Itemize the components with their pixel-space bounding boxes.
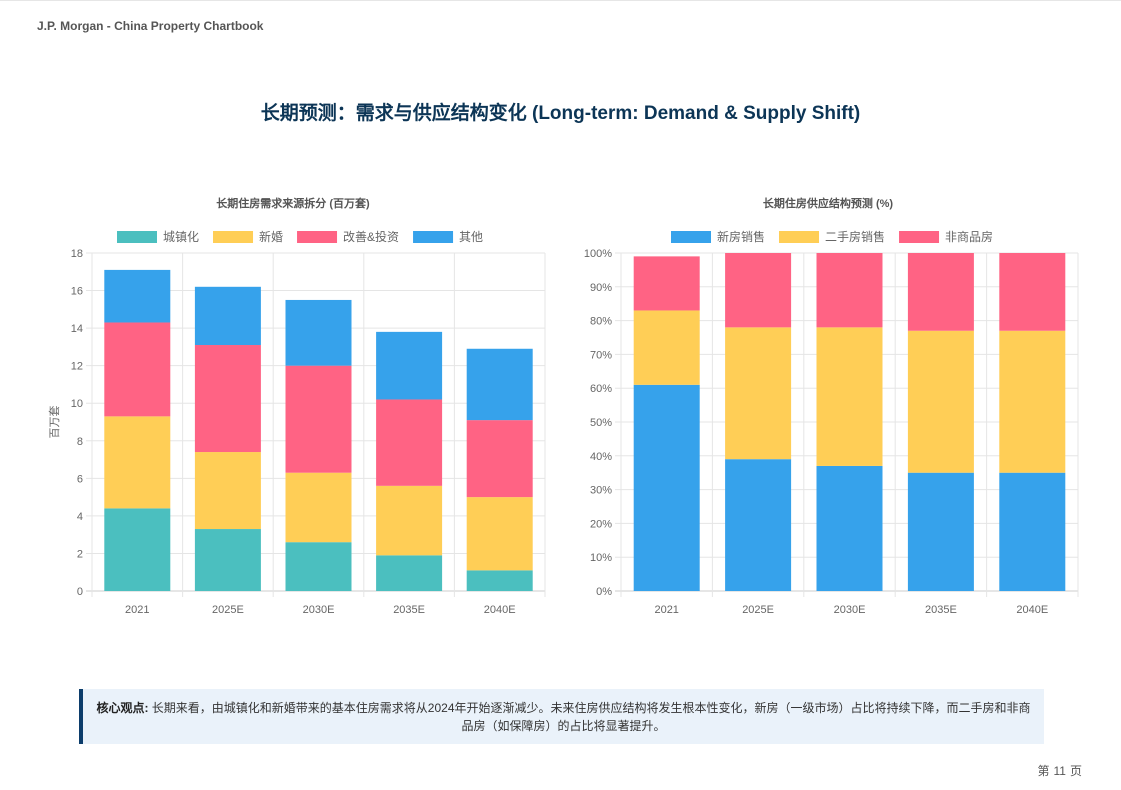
legend-swatch-0	[117, 231, 157, 243]
legend-label-1: 新婚	[259, 229, 283, 244]
x-tick-label: 2040E	[484, 604, 516, 616]
bar-3-2021	[104, 269, 171, 323]
bar-1-2025E	[725, 327, 792, 460]
header-brand: J.P. Morgan - China Property Chartbook	[37, 19, 264, 33]
bar-3-2025E	[194, 286, 261, 346]
y-tick-label: 6	[77, 473, 83, 485]
y-tick-label: 14	[71, 323, 83, 335]
legend-swatch-2	[297, 231, 338, 243]
bar-3-2030E	[285, 299, 352, 366]
x-tick-label: 2025E	[742, 604, 774, 616]
chart-title: 长期住房供应结构预测 (%)	[763, 196, 893, 210]
x-tick-label: 2025E	[212, 604, 244, 616]
legend-label-0: 城镇化	[163, 230, 199, 244]
bar-1-2040E	[466, 497, 533, 571]
bar-3-2035E	[376, 331, 443, 400]
y-tick-label: 80%	[590, 316, 612, 328]
supply-chart: 长期住房供应结构预测 (%) 新房销售 二手房销售 非商品房 0% 10% 20% 30% 40…	[560, 190, 1121, 630]
bar-2-2025E	[194, 345, 261, 453]
legend-swatch-0	[671, 231, 711, 243]
page-number-value: 11	[1053, 764, 1066, 778]
y-tick-label: 20%	[590, 518, 612, 530]
y-tick-label: 2	[77, 548, 83, 560]
bar-2-2025E	[725, 253, 792, 328]
y-tick-label: 90%	[590, 282, 612, 294]
bar-2-2030E	[285, 365, 352, 473]
y-axis-label: 百万套	[48, 406, 61, 439]
bar-2-2040E	[466, 420, 533, 498]
legend-label-3: 其他	[459, 230, 483, 244]
legend-swatch-1	[779, 231, 820, 243]
top-divider	[0, 0, 1121, 1]
chart-title: 长期住房需求来源拆分 (百万套)	[216, 196, 370, 210]
y-tick-label: 8	[77, 436, 83, 448]
x-tick-label: 2021	[654, 604, 678, 616]
bar-0-2035E	[907, 472, 974, 591]
bar-1-2035E	[907, 330, 974, 473]
legend-label-2: 非商品房	[945, 229, 993, 244]
page-title: 长期预测：需求与供应结构变化 (Long-term: Demand & Supp…	[260, 103, 861, 124]
bar-2-2040E	[999, 253, 1066, 331]
legend-swatch-1	[213, 231, 254, 243]
page-number-prefix: 第	[1037, 764, 1050, 778]
bar-1-2025E	[194, 452, 261, 530]
bar-1-2040E	[999, 330, 1066, 473]
page-number-suffix: 页	[1069, 764, 1082, 778]
bar-2-2021	[104, 322, 171, 417]
x-tick-label: 2040E	[1016, 604, 1048, 616]
y-tick-label: 50%	[590, 417, 612, 429]
bar-0-2040E	[466, 570, 533, 591]
bar-1-2035E	[376, 485, 443, 556]
y-tick-label: 18	[71, 248, 83, 260]
legend-label-2: 改善&投资	[343, 229, 399, 244]
bar-1-2030E	[816, 327, 883, 466]
bar-0-2025E	[194, 529, 261, 591]
bar-0-2025E	[725, 459, 792, 591]
legend-label-0: 新房销售	[717, 229, 765, 244]
bar-0-2021	[633, 384, 700, 591]
bar-3-2040E	[466, 348, 533, 421]
y-tick-label: 40%	[590, 451, 612, 463]
bar-0-2030E	[285, 542, 352, 591]
y-tick-label: 70%	[590, 349, 612, 361]
bar-1-2021	[104, 416, 171, 509]
y-tick-label: 16	[71, 286, 83, 298]
y-tick-label: 60%	[590, 383, 612, 395]
y-tick-label: 0%	[596, 586, 612, 598]
y-tick-label: 10%	[590, 552, 612, 564]
callout-label: 核心观点:	[96, 701, 149, 715]
x-tick-label: 2035E	[393, 604, 425, 616]
bar-2-2030E	[816, 253, 883, 328]
bar-1-2021	[633, 310, 700, 385]
bar-0-2030E	[816, 465, 883, 591]
key-insight-callout: 核心观点: 长期来看，由城镇化和新婚带来的基本住房需求将从2024年开始逐渐减少…	[79, 689, 1044, 744]
x-tick-label: 2035E	[925, 604, 957, 616]
bar-2-2035E	[376, 399, 443, 486]
bar-0-2040E	[999, 472, 1066, 591]
callout-text: 长期来看，由城镇化和新婚带来的基本住房需求将从2024年开始逐渐减少。未来住房供…	[148, 701, 1031, 733]
bar-2-2035E	[907, 253, 974, 331]
x-tick-label: 2030E	[303, 604, 335, 616]
legend-swatch-2	[899, 231, 940, 243]
bar-0-2035E	[376, 555, 443, 591]
page-number: 第 11 页	[1036, 762, 1085, 779]
y-tick-label: 10	[71, 398, 83, 410]
y-tick-label: 0	[77, 586, 83, 598]
x-tick-label: 2021	[125, 604, 149, 616]
y-tick-label: 4	[77, 511, 83, 523]
y-tick-label: 100%	[584, 248, 612, 260]
bar-0-2021	[104, 508, 171, 591]
y-tick-label: 30%	[590, 485, 612, 497]
legend-label-1: 二手房销售	[825, 229, 885, 244]
legend-swatch-3	[413, 231, 454, 243]
x-tick-label: 2030E	[834, 604, 866, 616]
bar-2-2021	[633, 256, 700, 311]
demand-chart: 长期住房需求来源拆分 (百万套) 城镇化 新婚 改善&投资 其他 0 2 4 6 8 10 12 14 1…	[0, 190, 560, 630]
y-tick-label: 12	[71, 361, 83, 373]
bar-1-2030E	[285, 472, 352, 543]
